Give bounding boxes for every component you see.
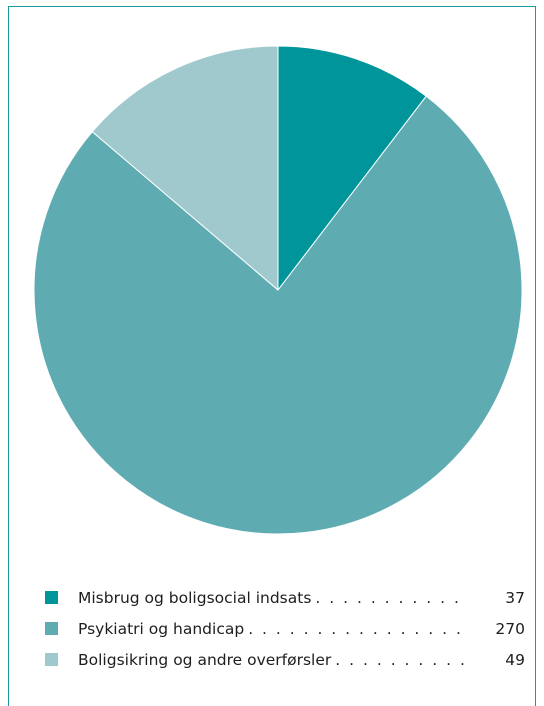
legend-value: 49: [505, 650, 525, 669]
legend-value: 37: [505, 588, 525, 607]
legend-label: Psykiatri og handicap: [78, 619, 245, 638]
legend-label: Boligsikring og andre overførsler: [78, 650, 332, 669]
legend-swatch: [45, 622, 58, 635]
legend-item-misbrug: Misbrug og boligsocial indsats 37: [45, 582, 525, 613]
legend-item-psykiatri: Psykiatri og handicap 270: [45, 613, 525, 644]
legend-leader-dots: [244, 620, 469, 638]
legend-swatch: [45, 653, 58, 666]
pie-slice-misbrug: [277, 45, 427, 291]
chart-legend: Misbrug og boligsocial indsats 37 Psykia…: [45, 582, 525, 675]
pie-slice-boligsikring: [91, 45, 279, 291]
pie-chart: [33, 45, 523, 535]
legend-leader-dots: [311, 589, 469, 607]
legend-leader-dots: [331, 651, 469, 669]
pie-slice-psykiatri: [33, 95, 523, 535]
legend-value: 270: [495, 619, 525, 638]
legend-item-boligsikring: Boligsikring og andre overførsler 49: [45, 644, 525, 675]
chart-frame: [8, 6, 536, 706]
legend-label: Misbrug og boligsocial indsats: [78, 588, 312, 607]
legend-swatch: [45, 591, 58, 604]
